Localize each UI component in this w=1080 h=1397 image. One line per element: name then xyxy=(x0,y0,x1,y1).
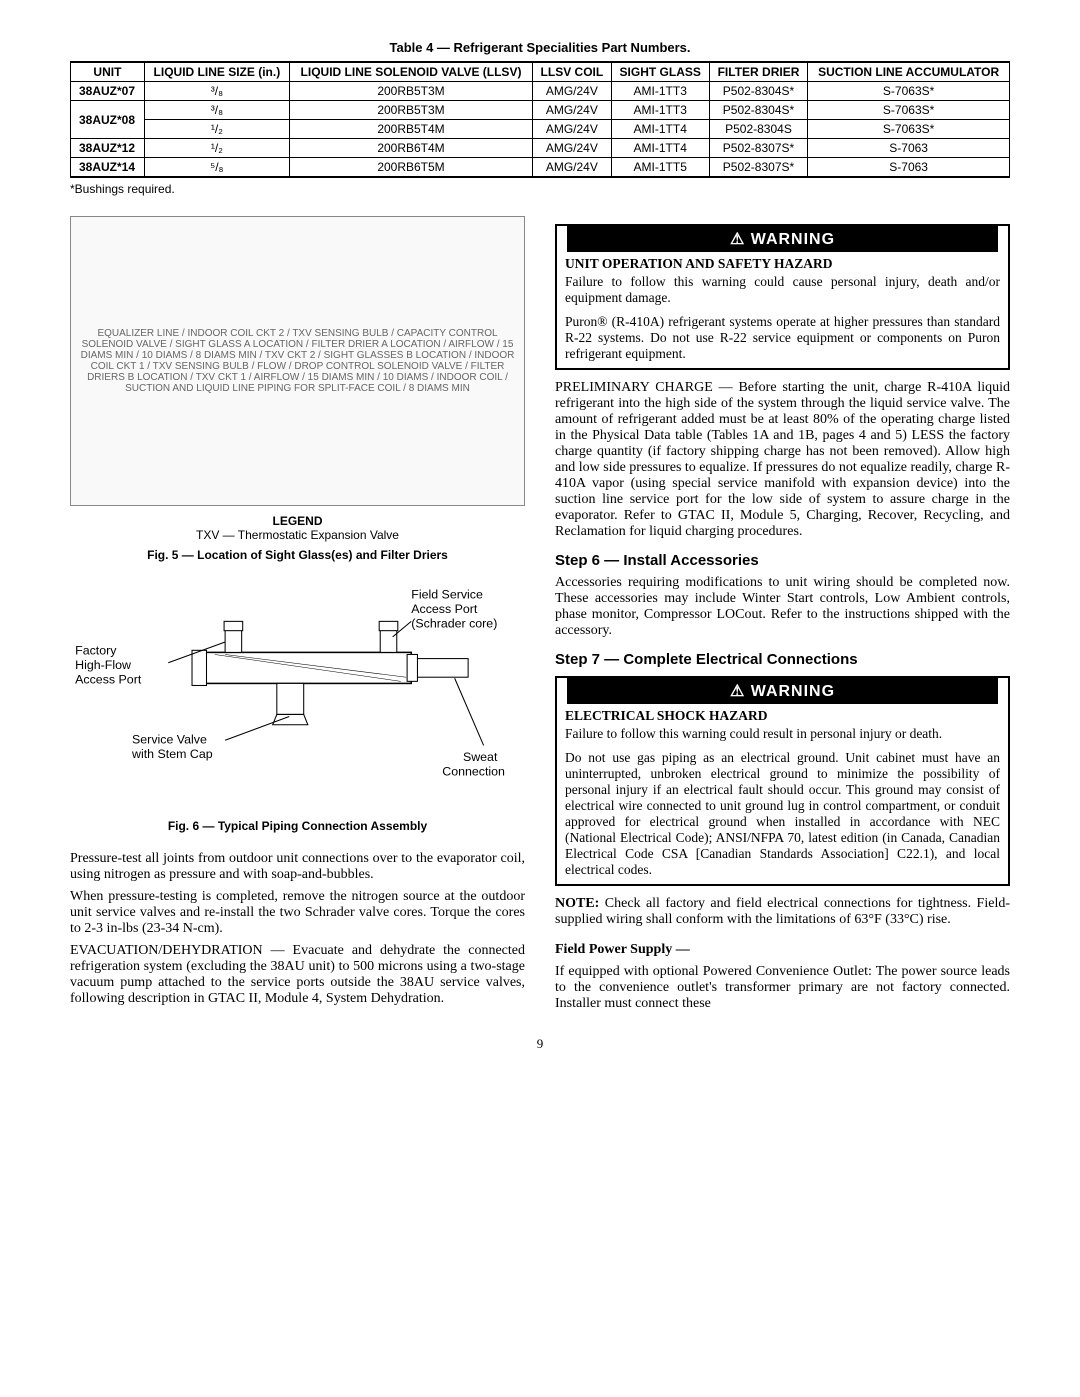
table-cell: AMI-1TT4 xyxy=(611,139,709,158)
table-cell: P502-8304S* xyxy=(709,82,808,101)
table-cell: AMI-1TT5 xyxy=(611,158,709,178)
step6-hd: Step 6 — Install Accessories xyxy=(555,552,1010,569)
step6-body: Accessories requiring modifications to u… xyxy=(555,575,1010,639)
left-column: EQUALIZER LINE / INDOOR COIL CKT 2 / TXV… xyxy=(70,216,525,1018)
warn1-hd: ⚠ WARNING xyxy=(557,226,1008,252)
warn2-hd: ⚠ WARNING xyxy=(557,678,1008,704)
table-cell: AMI-1TT3 xyxy=(611,82,709,101)
th-coil: LLSV COIL xyxy=(533,62,612,82)
page-number: 9 xyxy=(70,1036,1010,1052)
p-nitrogen: When pressure-testing is completed, remo… xyxy=(70,889,525,937)
table-cell: S-7063S* xyxy=(808,101,1010,120)
table-cell: AMG/24V xyxy=(533,82,612,101)
left-body: Pressure-test all joints from outdoor un… xyxy=(70,851,525,1007)
th-acc: SUCTION LINE ACCUMULATOR xyxy=(808,62,1010,82)
table-cell: ⁵/₈ xyxy=(144,158,289,178)
svg-text:Service Valve: Service Valve xyxy=(132,732,207,746)
warn1-t2: Puron® (R-410A) refrigerant systems oper… xyxy=(557,312,1008,368)
svg-text:with Stem Cap: with Stem Cap xyxy=(131,747,213,761)
svg-text:Field Service: Field Service xyxy=(411,588,483,602)
svg-text:High-Flow: High-Flow xyxy=(75,658,131,672)
step7-hd: Step 7 — Complete Electrical Connections xyxy=(555,651,1010,668)
svg-text:Connection: Connection xyxy=(442,764,505,778)
legend-item: TXV — Thermostatic Expansion Valve xyxy=(196,528,399,542)
table-cell: 200RB5T4M xyxy=(289,120,532,139)
fig5-caption: Fig. 5 — Location of Sight Glass(es) and… xyxy=(70,548,525,562)
fps-body: If equipped with optional Powered Conven… xyxy=(555,964,1010,1012)
table-cell: 200RB6T4M xyxy=(289,139,532,158)
table-cell: P502-8307S* xyxy=(709,139,808,158)
svg-text:(Schrader core): (Schrader core) xyxy=(411,617,497,631)
warn1-sub: UNIT OPERATION AND SAFETY HAZARD xyxy=(557,252,1008,272)
th-llsv: LIQUID LINE SOLENOID VALVE (LLSV) xyxy=(289,62,532,82)
svg-text:Access Port: Access Port xyxy=(75,672,142,686)
table-cell: S-7063S* xyxy=(808,120,1010,139)
table-cell: 200RB5T3M xyxy=(289,101,532,120)
fig5-legend: LEGEND TXV — Thermostatic Expansion Valv… xyxy=(70,514,525,542)
fig6-caption: Fig. 6 — Typical Piping Connection Assem… xyxy=(70,819,525,833)
table-cell: AMI-1TT3 xyxy=(611,101,709,120)
th-sight: SIGHT GLASS xyxy=(611,62,709,82)
table-cell: S-7063S* xyxy=(808,82,1010,101)
table-cell: 200RB5T3M xyxy=(289,82,532,101)
table-cell: P502-8307S* xyxy=(709,158,808,178)
table-row-unit: 38AUZ*08 xyxy=(71,101,145,139)
table-row-unit: 38AUZ*14 xyxy=(71,158,145,178)
table-row-unit: 38AUZ*12 xyxy=(71,139,145,158)
th-size: LIQUID LINE SIZE (in.) xyxy=(144,62,289,82)
warning-operation: ⚠ WARNING UNIT OPERATION AND SAFETY HAZA… xyxy=(555,224,1010,370)
fig6-diagram: Factory High-Flow Access Port Service Va… xyxy=(70,580,525,808)
p-prelim: PRELIMINARY CHARGE — Before starting the… xyxy=(555,380,1010,540)
p-evac: EVACUATION/DEHYDRATION — Evacuate and de… xyxy=(70,943,525,1007)
th-unit: UNIT xyxy=(71,62,145,82)
table-cell: ¹/₂ xyxy=(144,120,289,139)
table-cell: ¹/₂ xyxy=(144,139,289,158)
table-cell: P502-8304S xyxy=(709,120,808,139)
table-cell: P502-8304S* xyxy=(709,101,808,120)
table-cell: AMI-1TT4 xyxy=(611,120,709,139)
svg-text:Sweat: Sweat xyxy=(463,750,498,764)
table-cell: AMG/24V xyxy=(533,158,612,178)
table-cell: ³/₈ xyxy=(144,82,289,101)
table-footnote: *Bushings required. xyxy=(70,182,1010,196)
warn2-t1: Failure to follow this warning could res… xyxy=(557,724,1008,748)
warn1-t1: Failure to follow this warning could cau… xyxy=(557,272,1008,312)
table-cell: 200RB6T5M xyxy=(289,158,532,178)
lbl-factory: Factory xyxy=(75,643,117,657)
table-cell: ³/₈ xyxy=(144,101,289,120)
warn2-t2: Do not use gas piping as an electrical g… xyxy=(557,748,1008,884)
th-drier: FILTER DRIER xyxy=(709,62,808,82)
table-caption: Table 4 — Refrigerant Specialities Part … xyxy=(70,40,1010,55)
table-cell: AMG/24V xyxy=(533,139,612,158)
right-column: ⚠ WARNING UNIT OPERATION AND SAFETY HAZA… xyxy=(555,216,1010,1018)
fig5-diagram: EQUALIZER LINE / INDOOR COIL CKT 2 / TXV… xyxy=(70,216,525,506)
warn2-sub: ELECTRICAL SHOCK HAZARD xyxy=(557,704,1008,724)
table-cell: AMG/24V xyxy=(533,101,612,120)
fps-hd: Field Power Supply — xyxy=(555,942,1010,958)
parts-table: UNIT LIQUID LINE SIZE (in.) LIQUID LINE … xyxy=(70,61,1010,178)
p-pressure-test: Pressure-test all joints from outdoor un… xyxy=(70,851,525,883)
legend-title: LEGEND xyxy=(272,514,322,528)
table-cell: AMG/24V xyxy=(533,120,612,139)
table-cell: S-7063 xyxy=(808,158,1010,178)
warning-electric: ⚠ WARNING ELECTRICAL SHOCK HAZARD Failur… xyxy=(555,676,1010,886)
svg-text:Access Port: Access Port xyxy=(411,602,478,616)
table-cell: S-7063 xyxy=(808,139,1010,158)
table-row-unit: 38AUZ*07 xyxy=(71,82,145,101)
note: NOTE: Check all factory and field electr… xyxy=(555,896,1010,928)
